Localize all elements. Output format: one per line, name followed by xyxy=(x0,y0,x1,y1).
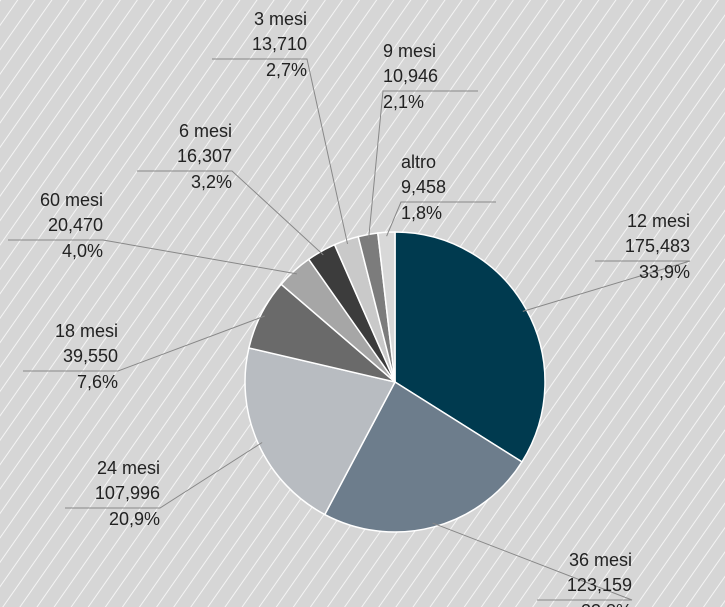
leader-line xyxy=(212,58,349,245)
value-label: 39,550 xyxy=(63,346,118,366)
category-label: 3 mesi xyxy=(254,9,307,29)
category-label: 12 mesi xyxy=(627,211,690,231)
percent-label: 2,1% xyxy=(383,92,424,112)
percent-label: 33,9% xyxy=(639,262,690,282)
leader-line xyxy=(23,315,265,372)
percent-label: 4,0% xyxy=(62,241,103,261)
category-label: 24 mesi xyxy=(97,458,160,478)
value-label: 107,996 xyxy=(95,483,160,503)
percent-label: 2,7% xyxy=(266,60,307,80)
value-label: 123,159 xyxy=(567,575,632,595)
pie-slice xyxy=(376,231,396,383)
value-label: 9,458 xyxy=(401,177,446,197)
leader-line xyxy=(137,170,324,256)
value-label: 10,946 xyxy=(383,66,438,86)
leader-line xyxy=(432,522,633,601)
category-label: 36 mesi xyxy=(569,550,632,570)
percent-label: 1,8% xyxy=(401,203,442,223)
leader-line xyxy=(368,90,478,239)
value-label: 16,307 xyxy=(177,146,232,166)
leader-line xyxy=(65,442,263,509)
category-label: 18 mesi xyxy=(55,321,118,341)
category-label: 6 mesi xyxy=(179,121,232,141)
pie-slice xyxy=(244,347,397,516)
percent-label: 3,2% xyxy=(191,172,232,192)
value-label: 175,483 xyxy=(625,236,690,256)
leader-line xyxy=(522,260,691,312)
percent-label: 7,6% xyxy=(77,372,118,392)
category-label: 9 mesi xyxy=(383,41,436,61)
leader-line xyxy=(386,201,496,237)
leader-line xyxy=(8,239,297,275)
percent-label: 20,9% xyxy=(109,509,160,529)
value-label: 13,710 xyxy=(252,34,307,54)
category-label: 60 mesi xyxy=(40,190,103,210)
percent-label: 23,8% xyxy=(581,601,632,607)
category-label: altro xyxy=(401,152,436,172)
pie-slice xyxy=(323,380,523,533)
pie-slice xyxy=(394,231,546,463)
value-label: 20,470 xyxy=(48,215,103,235)
